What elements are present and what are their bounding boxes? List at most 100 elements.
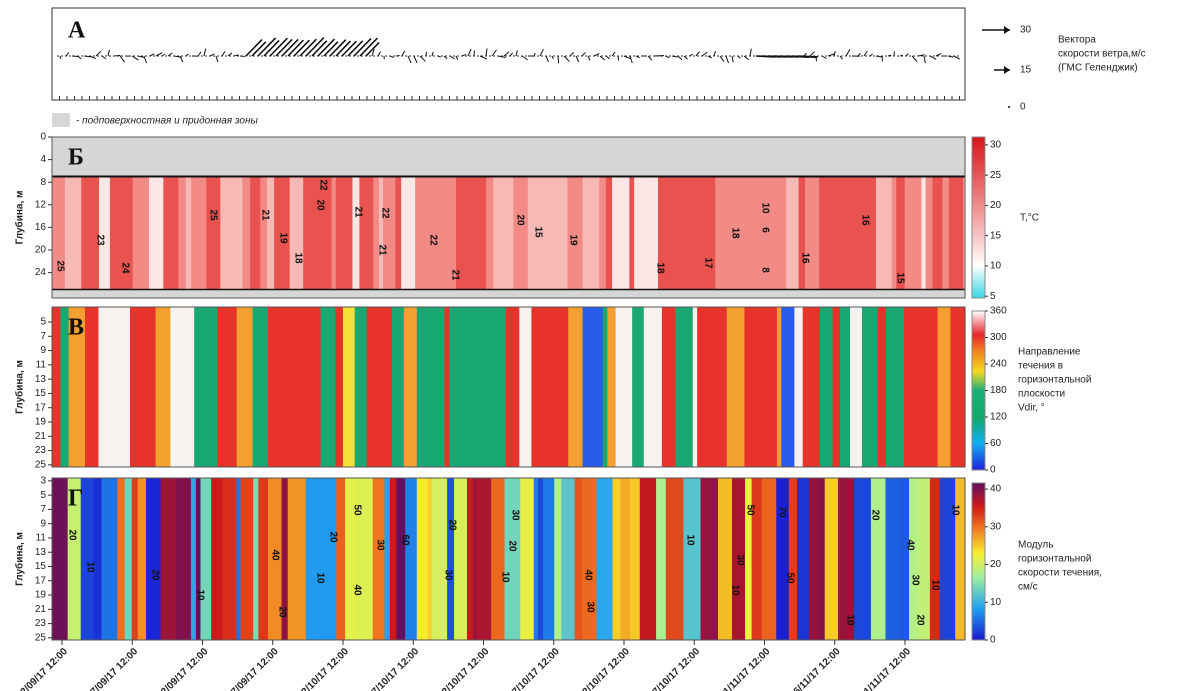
contour-label: 20 <box>276 606 287 618</box>
wind-vector <box>77 55 82 60</box>
field-stripe <box>194 307 211 467</box>
field-stripe <box>222 478 237 640</box>
field-stripe <box>396 478 406 640</box>
colorbar-tick-label: 10 <box>990 261 1002 272</box>
contour-label: 60 <box>399 534 410 546</box>
contour-label: 18 <box>654 262 665 274</box>
field-stripe <box>849 137 859 298</box>
contour-label: 21 <box>352 206 363 218</box>
wind-legend-title: скорости ветра,м/с <box>1058 49 1146 60</box>
contour-label: 6 <box>759 227 770 233</box>
field-stripe <box>655 307 663 467</box>
field-stripe <box>449 307 460 467</box>
field-stripe <box>708 307 723 467</box>
x-tick-label: 07/10/17 12:00 <box>366 646 422 691</box>
y-axis-title: Глубина, м <box>14 532 26 586</box>
field-stripe <box>260 137 268 298</box>
field-stripe <box>170 307 185 467</box>
wind-vector <box>113 54 121 57</box>
field-stripe <box>802 307 821 467</box>
field-stripe <box>486 137 494 298</box>
colorbar-tick-label: 120 <box>990 412 1007 423</box>
field-stripe <box>741 137 752 298</box>
colorbar-title: плоскости <box>1018 389 1065 400</box>
contour-label: 16 <box>799 252 810 264</box>
y-tick-label: 17 <box>35 575 47 586</box>
field-stripe <box>562 307 569 467</box>
field-stripe <box>899 478 910 640</box>
colorbar-tick-label: 10 <box>990 597 1002 608</box>
field-stripe <box>258 478 269 640</box>
field-stripe <box>788 478 798 640</box>
field-stripe <box>751 478 763 640</box>
field-stripe <box>781 307 796 467</box>
contour-label: 19 <box>277 232 288 244</box>
field-stripe <box>497 307 507 467</box>
wind-vector <box>101 55 107 60</box>
field-stripe <box>200 478 212 640</box>
field-stripe <box>794 307 804 467</box>
field-stripe <box>658 137 667 298</box>
colorbar-title: Направление <box>1018 347 1081 358</box>
field-stripe <box>438 307 446 467</box>
contour-label: 16 <box>859 214 870 226</box>
colorbar-title: Vdir, ° <box>1018 403 1045 414</box>
wind-vector <box>353 37 372 57</box>
field-stripe <box>885 307 897 467</box>
wind-vector <box>155 52 163 57</box>
wind-legend-head <box>1004 66 1010 74</box>
field-stripe <box>939 478 956 640</box>
x-tick-label: 27/10/17 12:00 <box>647 646 703 691</box>
field-stripe <box>629 137 635 298</box>
contour-label: 50 <box>744 504 755 516</box>
wind-vector <box>143 55 148 64</box>
contour-label: 22 <box>317 179 328 191</box>
contour-label: 21 <box>259 209 270 221</box>
wind-vector <box>71 55 79 58</box>
wind-vector <box>839 55 843 60</box>
wind-vector <box>671 55 678 58</box>
field-stripe <box>541 137 548 298</box>
y-tick-label: 5 <box>40 490 46 501</box>
field-stripe <box>871 137 877 298</box>
field-stripe <box>131 478 139 640</box>
field-stripe <box>697 137 704 298</box>
field-stripe <box>745 478 753 640</box>
wind-vector <box>365 41 380 57</box>
wind-vector <box>905 53 909 57</box>
field-stripe <box>838 137 845 298</box>
field-stripe <box>761 478 777 640</box>
wind-vector <box>581 52 586 57</box>
field-stripe <box>870 478 887 640</box>
field-stripe <box>101 478 118 640</box>
wind-vector <box>875 55 883 58</box>
field-stripe <box>416 307 431 467</box>
field-stripe <box>147 307 157 467</box>
colorbar-tick-label: 30 <box>990 521 1002 532</box>
field-stripe <box>342 307 356 467</box>
wind-vector <box>683 55 688 60</box>
y-tick-label: 17 <box>35 402 47 413</box>
y-tick-label: 12 <box>35 199 47 210</box>
contour-label: 10 <box>844 614 855 626</box>
field-stripe <box>602 307 608 467</box>
field-stripe <box>554 478 562 640</box>
colorbar-title: течения в <box>1018 361 1063 372</box>
field-stripe <box>819 307 834 467</box>
wind-vector <box>647 55 653 61</box>
field-stripe <box>683 478 702 640</box>
y-tick-label: 15 <box>35 561 47 572</box>
wind-vector <box>197 51 202 57</box>
wind-vector <box>803 52 807 57</box>
wind-vector <box>323 41 339 57</box>
wind-vector <box>299 38 317 57</box>
field-stripe <box>607 307 617 467</box>
y-tick-label: 11 <box>36 359 47 370</box>
wind-vector <box>107 49 110 57</box>
y-tick-label: 7 <box>40 504 46 515</box>
field-stripe <box>594 307 604 467</box>
field-stripe <box>287 478 307 640</box>
y-tick-label: 9 <box>40 345 46 356</box>
field-stripe <box>289 307 305 467</box>
wind-vector <box>431 51 434 57</box>
